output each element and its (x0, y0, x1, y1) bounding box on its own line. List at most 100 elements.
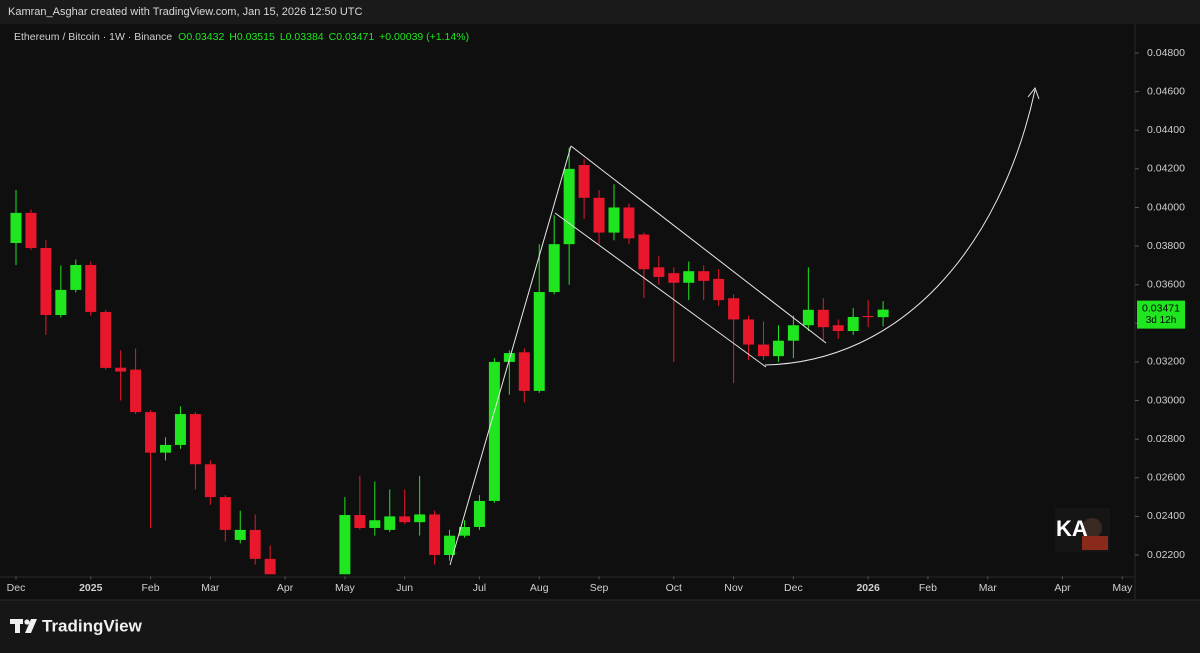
candles (10, 147, 889, 575)
ohlc-high: H0.03515 (229, 31, 275, 43)
candle-body (743, 319, 755, 345)
x-tick-label: Oct (666, 582, 682, 594)
candle-body (40, 248, 52, 316)
candle-body (399, 516, 411, 523)
header: Ethereum / Bitcoin · 1W · Binance O0.034… (14, 31, 469, 43)
x-tick-label: Dec (7, 582, 26, 594)
watermark-figure-body (1082, 536, 1108, 550)
candle-body (55, 289, 67, 316)
logo-part (15, 619, 20, 633)
y-tick-label: 0.03000 (1147, 394, 1185, 406)
y-tick-label: 0.02200 (1147, 549, 1185, 561)
y-tick-label: 0.04600 (1147, 85, 1185, 97)
candle-body (249, 529, 261, 559)
candle-body (862, 315, 874, 318)
countdown: 3d 12h (1146, 315, 1177, 326)
ohlc-change: +0.00039 (+1.14%) (379, 31, 469, 43)
candle-body (608, 207, 620, 233)
y-tick-label: 0.04400 (1147, 124, 1185, 136)
trend-line (449, 145, 572, 566)
candle-body (429, 514, 441, 555)
watermark-text: KA (1056, 516, 1088, 541)
candle-body (787, 325, 799, 341)
drawings (449, 86, 1040, 566)
candle-body (70, 265, 82, 290)
candle-body (234, 529, 246, 540)
price-tag-label: 0.03471 (1142, 302, 1180, 314)
candle-body (698, 271, 710, 281)
ohlc-close: C0.03471 (329, 31, 375, 43)
candle-body (503, 353, 515, 362)
x-tick-label: Nov (724, 582, 743, 594)
candle-body (25, 212, 37, 249)
projection-curve (764, 89, 1036, 366)
credit: Kamran_Asghar created with TradingView.c… (8, 6, 362, 18)
x-tick-label: Jul (473, 582, 486, 594)
candle-body (548, 244, 560, 293)
candle-body (653, 267, 665, 277)
candle-body (802, 309, 814, 326)
candle-body (488, 361, 500, 501)
x-tick-label: Jun (396, 582, 413, 594)
candle-body (728, 298, 740, 320)
y-tick-label: 0.03600 (1147, 278, 1185, 290)
x-tick-label: Mar (979, 582, 998, 594)
candle-body (384, 516, 396, 530)
x-tick-label: Apr (1054, 582, 1071, 594)
candle-body (444, 535, 456, 555)
y-tick-label: 0.02600 (1147, 472, 1185, 484)
candle-body (772, 340, 784, 357)
x-tick-label: Aug (530, 582, 549, 594)
candle-body (458, 526, 470, 536)
candle-body (668, 273, 680, 283)
logo-part (25, 619, 37, 633)
candle-body (757, 344, 769, 357)
y-tick-label: 0.03200 (1147, 356, 1185, 368)
candle-body (473, 500, 485, 527)
candle-body (369, 520, 381, 528)
logo-part (24, 619, 30, 625)
x-tick-label: 2025 (79, 582, 103, 594)
candle-body (264, 558, 276, 575)
candle-body (533, 292, 545, 391)
candle-body (100, 311, 112, 368)
price-tag (1137, 300, 1185, 329)
brand-name: TradingView (42, 616, 143, 635)
candle-body (159, 444, 171, 453)
symbol: Ethereum / Bitcoin · 1W · Binance (14, 31, 172, 43)
candle-body (189, 414, 201, 465)
candle-body (638, 234, 650, 270)
candle-body (623, 207, 635, 239)
candle-body (817, 309, 829, 328)
candle-body (578, 165, 590, 198)
candle-body (713, 278, 725, 301)
candle-body (85, 265, 97, 312)
y-tick-label: 0.03800 (1147, 240, 1185, 252)
top-bar (0, 0, 1200, 24)
y-tick-label: 0.02400 (1147, 510, 1185, 522)
x-tick-label: 2026 (856, 582, 880, 594)
candle-body (877, 309, 889, 318)
x-tick-label: Dec (784, 582, 803, 594)
ohlc-low: L0.03384 (280, 31, 324, 43)
x-tick-label: Apr (277, 582, 294, 594)
y-tick-label: 0.04200 (1147, 163, 1185, 175)
candle-body (204, 464, 216, 498)
candle-body (563, 168, 575, 245)
x-tick-label: Feb (141, 582, 159, 594)
candle-body (145, 412, 157, 453)
x-tick-label: Sep (590, 582, 609, 594)
y-tick-label: 0.04000 (1147, 201, 1185, 213)
y-tick-label: 0.04800 (1147, 47, 1185, 59)
ohlc-open: O0.03432 (178, 31, 224, 43)
channel-lower (554, 212, 767, 368)
candle-body (832, 325, 844, 332)
projection-arrowhead (1027, 86, 1040, 100)
candle-body (518, 352, 530, 391)
candle-body (593, 197, 605, 233)
candle-body (847, 316, 859, 332)
x-tick-label: Feb (919, 582, 937, 594)
watermark: KA (1055, 508, 1110, 552)
